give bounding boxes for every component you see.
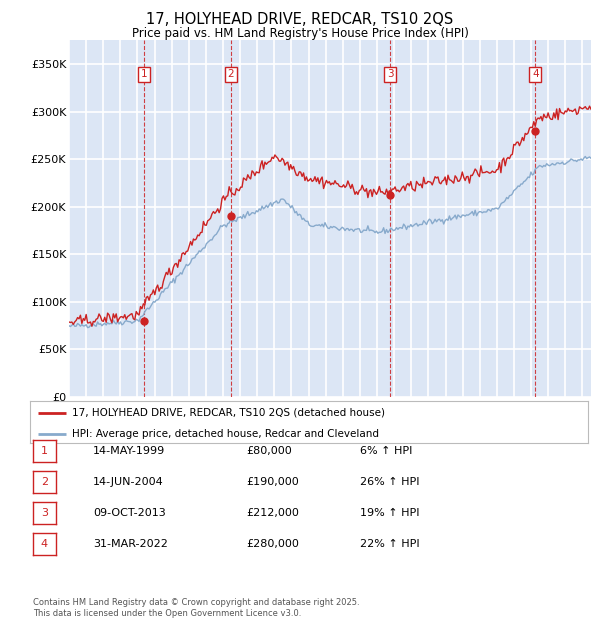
Text: £190,000: £190,000 [246, 477, 299, 487]
Text: 4: 4 [532, 69, 539, 79]
Text: This data is licensed under the Open Government Licence v3.0.: This data is licensed under the Open Gov… [33, 609, 301, 618]
Text: HPI: Average price, detached house, Redcar and Cleveland: HPI: Average price, detached house, Redc… [72, 429, 379, 439]
Text: £212,000: £212,000 [246, 508, 299, 518]
Text: 31-MAR-2022: 31-MAR-2022 [93, 539, 168, 549]
Text: 1: 1 [41, 446, 48, 456]
Text: 22% ↑ HPI: 22% ↑ HPI [360, 539, 419, 549]
Text: 17, HOLYHEAD DRIVE, REDCAR, TS10 2QS (detached house): 17, HOLYHEAD DRIVE, REDCAR, TS10 2QS (de… [72, 408, 385, 418]
Text: 17, HOLYHEAD DRIVE, REDCAR, TS10 2QS: 17, HOLYHEAD DRIVE, REDCAR, TS10 2QS [146, 12, 454, 27]
Text: 1: 1 [140, 69, 147, 79]
Text: 3: 3 [41, 508, 48, 518]
Text: 14-JUN-2004: 14-JUN-2004 [93, 477, 164, 487]
Text: 14-MAY-1999: 14-MAY-1999 [93, 446, 165, 456]
Text: £80,000: £80,000 [246, 446, 292, 456]
Text: 3: 3 [387, 69, 394, 79]
Text: Price paid vs. HM Land Registry's House Price Index (HPI): Price paid vs. HM Land Registry's House … [131, 27, 469, 40]
Text: 6% ↑ HPI: 6% ↑ HPI [360, 446, 412, 456]
Text: 2: 2 [227, 69, 234, 79]
Text: Contains HM Land Registry data © Crown copyright and database right 2025.: Contains HM Land Registry data © Crown c… [33, 598, 359, 607]
Text: 09-OCT-2013: 09-OCT-2013 [93, 508, 166, 518]
Text: 19% ↑ HPI: 19% ↑ HPI [360, 508, 419, 518]
Text: 26% ↑ HPI: 26% ↑ HPI [360, 477, 419, 487]
Text: £280,000: £280,000 [246, 539, 299, 549]
Text: 4: 4 [41, 539, 48, 549]
Text: 2: 2 [41, 477, 48, 487]
